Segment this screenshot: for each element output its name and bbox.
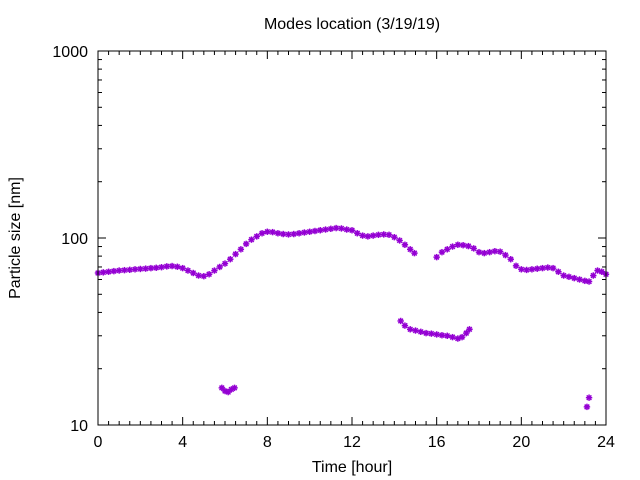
data-point [428,330,435,337]
data-point [354,230,361,237]
data-point [205,271,213,278]
data-point [465,242,472,250]
data-point [385,231,393,239]
data-point [549,264,557,272]
data-point [359,232,366,239]
x-tick-label: 24 [597,434,615,451]
data-points [94,224,610,411]
plot-frame [97,50,607,426]
data-point [147,264,155,272]
x-tick-label: 20 [512,434,530,451]
data-point [369,232,377,239]
data-point [237,246,245,253]
data-point [523,266,530,274]
data-point [585,394,593,401]
data-point [221,260,229,267]
data-point [438,248,446,256]
data-point [407,326,414,333]
data-point [417,328,424,336]
data-point [458,333,466,341]
data-point [232,250,239,258]
y-tick-label: 10 [70,418,88,435]
data-point [507,256,514,263]
data-point [449,243,456,250]
data-point [466,326,473,333]
data-point [571,274,578,282]
data-point [274,230,282,237]
data-point [411,249,418,257]
data-point [301,229,308,236]
data-point [131,266,139,273]
data-point [534,265,541,272]
x-tick-label: 8 [263,434,272,451]
data-point [364,233,372,240]
data-point [190,269,197,277]
chart-title: Modes location (3/19/19) [264,16,440,33]
data-point [290,230,297,238]
data-point [555,268,562,275]
data-point [401,241,409,248]
x-tick-label: 0 [94,434,103,451]
data-point [502,251,509,259]
data-point [211,267,218,274]
data-point [179,264,186,272]
x-tick-label: 4 [178,434,187,451]
data-point [433,331,440,338]
data-point [396,237,403,244]
data-point [444,246,451,253]
ticks-layer [97,50,607,426]
data-point [248,236,255,243]
data-point [348,227,356,234]
data-point [253,233,260,240]
data-point [295,230,303,237]
data-point [449,333,456,341]
y-tick-label: 100 [61,231,88,248]
data-point [412,327,419,334]
data-point [195,272,202,279]
data-point [242,240,250,248]
data-point [332,224,340,232]
data-point [391,233,398,241]
x-tick-label: 12 [343,434,361,451]
data-point [258,230,266,237]
data-point [322,226,329,233]
data-point [565,273,573,281]
data-point [407,246,414,253]
data-point [174,263,181,270]
x-tick-label: 16 [428,434,446,451]
data-point [486,248,493,256]
data-point [163,263,170,270]
data-point [590,272,597,279]
y-axis-label: Particle size [nm] [7,177,24,299]
tick-labels-layer: 0 4 8 12 16 20 24 10 100 1000 [52,44,615,451]
data-point [338,225,345,232]
data-point [475,248,483,256]
y-tick-label: 1000 [52,44,88,61]
data-point [216,263,223,271]
data-point [470,245,477,252]
data-point [168,262,176,270]
data-point [481,249,488,257]
data-point [438,332,446,339]
data-point [269,228,276,236]
data-point [444,332,451,339]
data-point [585,278,593,285]
data-point [200,272,208,280]
data-point [121,266,128,274]
data-point [231,384,238,392]
data-point [401,322,409,329]
data-point [512,262,520,270]
data-point [433,253,440,261]
data-point [459,242,467,249]
data-point [583,403,591,411]
data-point [158,263,165,271]
data-point [560,272,567,279]
data-point [496,248,504,255]
x-axis-label: Time [hour] [312,459,392,476]
data-point [227,256,234,263]
data-point [576,276,583,283]
data-point [184,267,192,274]
data-point [397,317,404,325]
